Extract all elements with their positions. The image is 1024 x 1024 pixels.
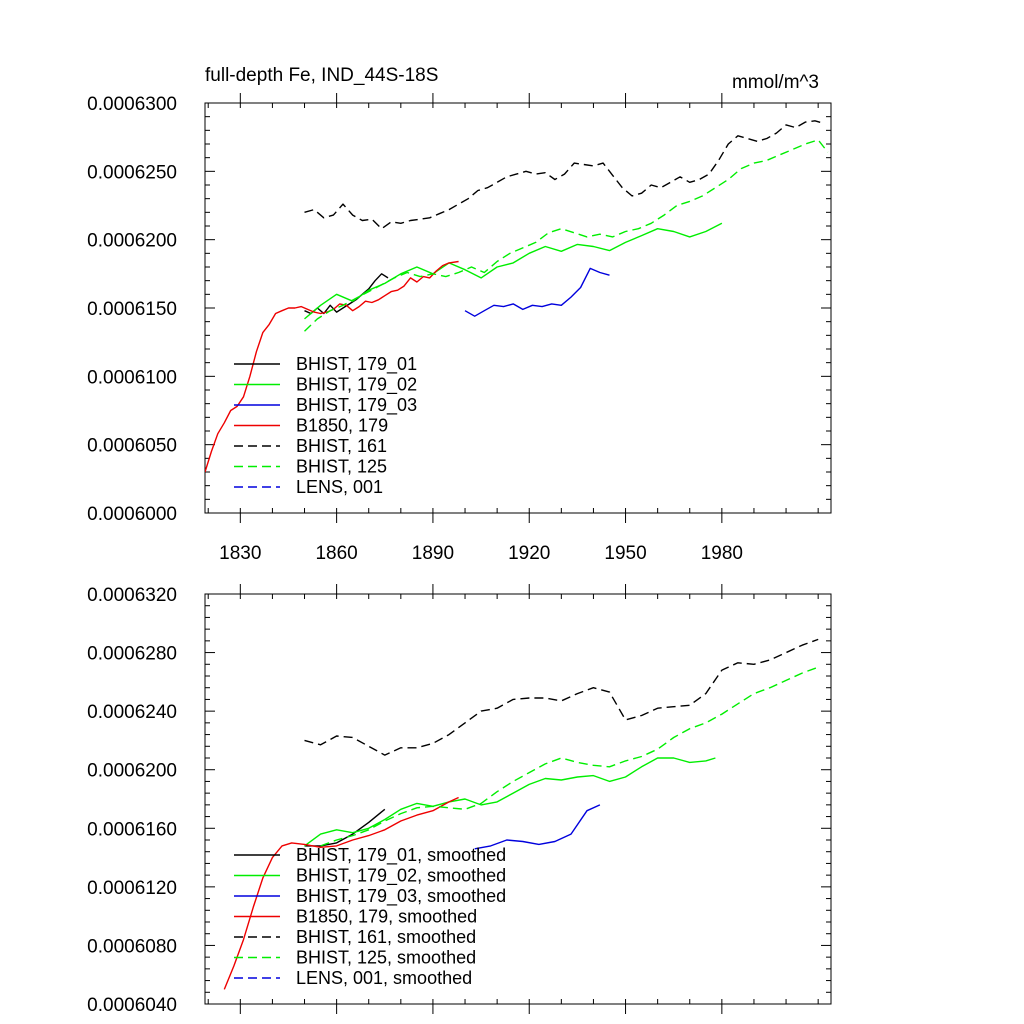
y-tick-label: 0.0006000 [87, 504, 177, 525]
y-tick-label: 0.0006100 [87, 367, 177, 388]
y-tick-label: 0.0006040 [87, 995, 177, 1016]
y-tick-label: 0.0006120 [87, 878, 177, 899]
legend-label: LENS, 001 [296, 477, 383, 497]
x-tick-label: 1890 [412, 543, 454, 564]
legend-label: BHIST, 179_02 [296, 375, 417, 396]
x-tick-label: 1920 [508, 543, 550, 564]
y-tick-label: 0.0006050 [87, 436, 177, 457]
units-label: mmol/m^3 [732, 72, 819, 93]
series-line-b1850-179-smoothed [223, 796, 459, 990]
series-line-bhist-125 [304, 139, 829, 332]
series-line-bhist-179-01-smoothed [304, 808, 386, 847]
legend-label: BHIST, 125 [296, 457, 387, 477]
series-line-bhist-179-03 [464, 267, 610, 317]
legend-label: BHIST, 179_02, smoothed [296, 866, 506, 887]
legend-label: BHIST, 179_01, smoothed [296, 845, 506, 866]
x-tick-label: 1860 [315, 543, 357, 564]
legend-label: BHIST, 179_03 [296, 395, 417, 416]
legend-label: BHIST, 161, smoothed [296, 927, 476, 947]
y-tick-label: 0.0006200 [87, 231, 177, 252]
x-tick-label: 1950 [604, 543, 646, 564]
legend-label: BHIST, 125, smoothed [296, 948, 476, 968]
series-line-bhist-161 [304, 120, 825, 230]
x-tick-label: 1980 [701, 543, 743, 564]
legend-label: BHIST, 179_03, smoothed [296, 886, 506, 907]
series-line-bhist-179-02 [304, 222, 723, 320]
y-tick-label: 0.0006150 [87, 299, 177, 320]
legend-label: B1850, 179, smoothed [296, 907, 477, 927]
y-tick-label: 0.0006320 [87, 585, 177, 606]
legend-label: B1850, 179 [296, 416, 388, 436]
y-tick-label: 0.0006250 [87, 162, 177, 183]
y-tick-label: 0.0006280 [87, 644, 177, 665]
y-tick-label: 0.0006300 [87, 94, 177, 115]
series-line-bhist-125-smoothed [320, 666, 819, 847]
chart-panel-2: 0.0006040 0.0006080 0.0006120 0.0006160 0.00… [87, 584, 832, 1016]
y-tick-label: 0.0006240 [87, 702, 177, 723]
legend-label: BHIST, 179_01 [296, 354, 417, 375]
y-tick-label: 0.0006200 [87, 761, 177, 782]
chart-panel-1: 0.0006000 0.0006050 0.0006100 0.0006150 0.00… [87, 65, 832, 564]
chart-title: full-depth Fe, IND_44S-18S [205, 65, 438, 86]
plot-frame [204, 593, 832, 1005]
y-tick-label: 0.0006160 [87, 819, 177, 840]
series-line-bhist-179-03-smoothed [474, 804, 601, 850]
series-line-bhist-161-smoothed [304, 638, 819, 756]
legend-label: LENS, 001, smoothed [296, 968, 472, 988]
legend-label: BHIST, 161 [296, 436, 387, 456]
y-tick-label: 0.0006080 [87, 936, 177, 957]
x-tick-label: 1830 [219, 543, 261, 564]
series-line-bhist-179-02-smoothed [304, 757, 716, 847]
